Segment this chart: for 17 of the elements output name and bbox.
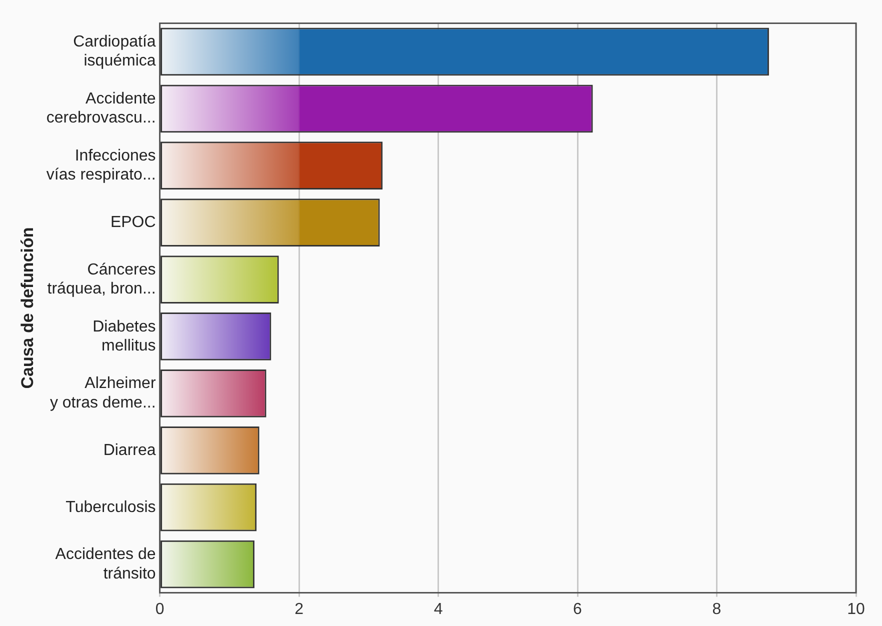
- y-tick-label: Diarrea: [103, 442, 156, 459]
- y-axis-title: Causa de defunción: [18, 227, 37, 389]
- y-tick-label: Cánceres tráquea, bron...: [47, 261, 156, 298]
- y-tick-label: Diabetes mellitus: [92, 318, 156, 354]
- y-tick-label: Infecciones vías respirato...: [46, 147, 156, 184]
- y-tick-label: Accidente cerebrovascu...: [46, 90, 156, 127]
- x-tick-label: 4: [434, 600, 443, 618]
- y-tick-label: Accidentes de tránsito: [55, 546, 156, 582]
- y-tick-label: Cardiopatía isquémica: [73, 33, 156, 70]
- x-tick-label: 2: [294, 600, 304, 618]
- x-tick-label: 6: [573, 600, 582, 618]
- y-tick-label: Tuberculosis: [66, 498, 156, 516]
- x-tick-label: 10: [847, 600, 865, 618]
- x-tick-label: 8: [712, 600, 722, 618]
- y-tick-label: EPOC: [110, 214, 156, 231]
- x-tick-label: 0: [155, 600, 164, 618]
- y-tick-label: Alzheimer y otras deme...: [50, 375, 156, 412]
